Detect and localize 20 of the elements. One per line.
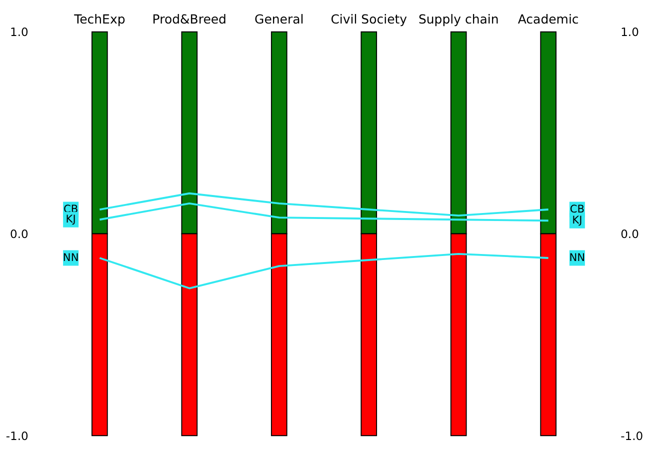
y-tick-label: -1.0 (6, 428, 28, 443)
text: NN (62, 252, 79, 264)
y-tick-label: 0.0 (10, 227, 28, 242)
text: CB (570, 203, 584, 216)
line-series (98, 192, 550, 217)
y-tick-label: 1.0 (10, 25, 28, 40)
x-tick-label: Prod&Breed (152, 12, 226, 27)
legend-label: KJ (572, 214, 582, 227)
y2-tick-label: -1.0 (620, 428, 644, 443)
x-tick-label: General (254, 12, 304, 27)
line-series (98, 202, 550, 222)
x-tick-label: Civil Society (330, 12, 408, 27)
line-series (98, 252, 550, 290)
y2-tick-label: 1.0 (620, 25, 639, 40)
y2-tick-label: 0.0 (620, 227, 639, 242)
x-tick-label: Academic (518, 12, 579, 27)
x-tick-label: TechExp (73, 12, 126, 27)
text: NN (569, 252, 586, 264)
text: KJ (66, 214, 76, 226)
x-tick-label: Supply chain (418, 12, 499, 27)
